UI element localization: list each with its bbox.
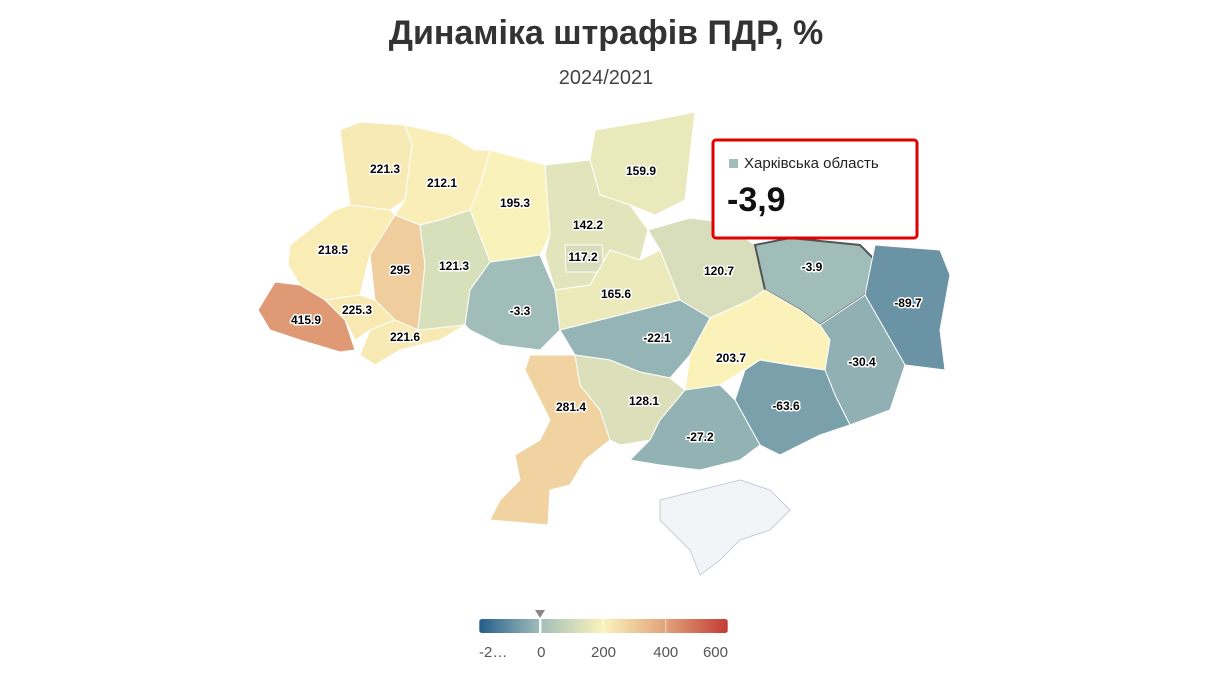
region-label: 159.9: [626, 164, 656, 178]
region-label: 165.6: [601, 287, 631, 301]
regions: [257, 111, 951, 526]
title: Динаміка штрафів ПДР, %: [389, 14, 824, 52]
region-label: 121.3: [439, 259, 469, 273]
region-label: 117.2: [568, 250, 598, 264]
crimea: [659, 479, 791, 576]
region-label: 128.1: [629, 394, 659, 408]
region: [359, 319, 466, 366]
subtitle: 2024/2021: [559, 67, 654, 89]
region-label: 142.2: [573, 218, 603, 232]
legend-tick-label: 0: [537, 644, 545, 661]
region-label: 221.6: [390, 330, 420, 344]
region-label: -89.7: [894, 296, 922, 310]
region-label: 218.5: [318, 243, 348, 257]
tooltip-swatch: [729, 159, 738, 168]
tooltip-name: Харківська область: [744, 155, 879, 172]
region-label: -3.9: [802, 260, 823, 274]
region-label: -27.2: [686, 430, 714, 444]
region-label: -30.4: [848, 355, 876, 369]
tooltip-box: [711, 138, 919, 240]
region: [628, 384, 761, 471]
region-label: 295: [390, 263, 410, 277]
tooltip: Харківська область -3,9: [711, 138, 919, 240]
legend-tick-label: 400: [653, 644, 678, 661]
region-label: -63.6: [772, 399, 800, 413]
tooltip-value: -3,9: [727, 181, 786, 219]
region-label: 225.3: [342, 303, 372, 317]
legend: -2… 0 200 400 600: [478, 610, 729, 661]
region-label: 195.3: [500, 196, 530, 210]
region-label: 281.4: [556, 400, 586, 414]
legend-tick-label: 200: [591, 644, 616, 661]
legend-tick-label: -2…: [479, 644, 507, 661]
region-label: 203.7: [716, 351, 746, 365]
region-label: -3.3: [510, 304, 531, 318]
region: [819, 294, 906, 426]
region-label: 212.1: [427, 176, 457, 190]
region-label: 221.3: [370, 162, 400, 176]
region-label: -22.1: [643, 331, 671, 345]
region: [464, 254, 561, 351]
legend-marker: [535, 610, 546, 618]
legend-tick-label: 600: [703, 644, 728, 661]
region: [734, 359, 851, 456]
region-label: 415.9: [291, 313, 321, 327]
labels: 221.3 212.1 195.3 159.9 142.2 117.2 120.7 -3.9 -…: [289, 161, 923, 446]
region-label: 120.7: [704, 264, 734, 278]
region: [257, 281, 356, 353]
